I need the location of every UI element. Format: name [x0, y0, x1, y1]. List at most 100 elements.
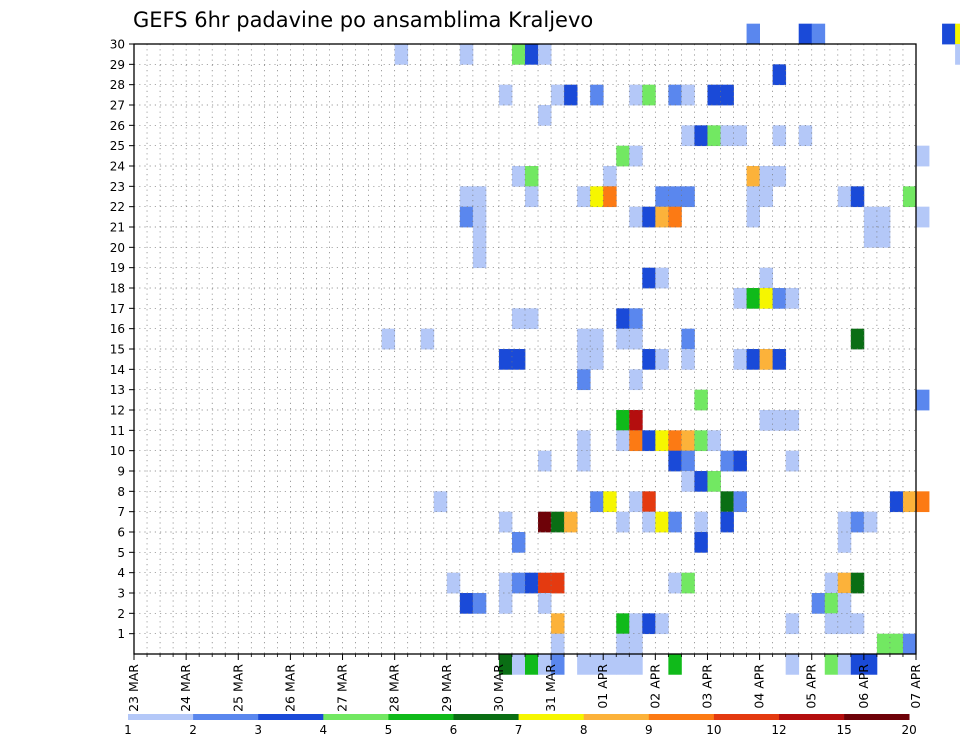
- heatmap-cell: [472, 247, 487, 269]
- heatmap-cell: [863, 206, 878, 228]
- heatmap-cell: [837, 654, 852, 675]
- y-tick-label: 2: [117, 607, 125, 621]
- x-tick-label: 03 APR: [699, 664, 714, 709]
- legend-swatch: [453, 714, 519, 720]
- x-tick-label: 26 MAR: [282, 664, 297, 712]
- heatmap-cell: [916, 145, 930, 167]
- gridlines: [134, 44, 916, 654]
- heatmap-cell: [902, 633, 917, 655]
- heatmap-cell: [577, 349, 591, 370]
- heatmap-cell: [707, 430, 721, 452]
- heatmap-cell: [629, 145, 643, 167]
- heatmap-cell: [577, 186, 591, 208]
- heatmap-cell: [538, 511, 552, 533]
- heatmap-cell: [733, 450, 747, 472]
- heatmap-cell: [538, 654, 552, 675]
- x-tick-label: 01 APR: [595, 664, 610, 709]
- heatmap-cell: [642, 613, 656, 635]
- heatmap-cell: [616, 654, 630, 675]
- heatmap-cell: [837, 572, 852, 594]
- heatmap-cell: [772, 410, 787, 431]
- x-tick-label: 27 MAR: [335, 664, 350, 712]
- y-tick-label: 3: [117, 587, 125, 601]
- heatmap-cell: [498, 511, 513, 533]
- legend-swatch: [648, 714, 715, 720]
- heatmap-cell: [629, 491, 643, 513]
- heatmap-cell: [772, 166, 787, 187]
- heatmap-cell: [785, 613, 800, 635]
- heatmap-cell: [525, 186, 539, 208]
- heatmap-cell: [642, 84, 656, 106]
- heatmap-cell: [889, 491, 904, 513]
- heatmap-cell: [603, 166, 617, 187]
- x-tick-label: 07 APR: [908, 664, 923, 709]
- heatmap-cell: [694, 430, 708, 452]
- x-tick-label: 04 APR: [752, 664, 767, 709]
- legend-tick-label: 2: [189, 723, 197, 737]
- heatmap-cell: [668, 430, 682, 452]
- x-tick-label: 30 MAR: [491, 664, 506, 712]
- heatmap-cell: [837, 511, 852, 533]
- heatmap-cell: [798, 125, 813, 147]
- heatmap-cell: [772, 125, 787, 147]
- heatmap-cell: [525, 44, 539, 65]
- y-tick-label: 28: [110, 78, 125, 92]
- heatmap-cell: [511, 532, 526, 553]
- y-tick-label: 21: [110, 221, 125, 235]
- heatmap-cell: [511, 44, 526, 65]
- legend-swatch: [388, 714, 454, 720]
- heatmap-cell: [850, 328, 865, 350]
- heatmap-cell: [772, 64, 787, 86]
- heatmap-cell: [681, 471, 695, 492]
- legend-swatch: [323, 714, 389, 720]
- heatmap-cell: [642, 511, 656, 533]
- heatmap-cell: [681, 125, 695, 147]
- heatmap-cell: [772, 288, 787, 309]
- heatmap-cell: [629, 613, 643, 635]
- heatmap-cell: [511, 349, 526, 370]
- y-tick-label: 24: [110, 160, 125, 174]
- heatmap-cell: [642, 430, 656, 452]
- heatmap-cell: [720, 450, 734, 472]
- y-tick-label: 29: [110, 58, 125, 72]
- y-tick-label: 10: [110, 444, 125, 458]
- heatmap-cell: [824, 572, 839, 594]
- heatmap-cell: [472, 186, 487, 208]
- heatmap-cell: [577, 430, 591, 452]
- heatmap-cell: [498, 349, 513, 370]
- heatmap-cell: [472, 227, 487, 248]
- heatmap-cell: [681, 84, 695, 106]
- heatmap-cell: [459, 593, 474, 614]
- x-tick-label: 02 APR: [647, 664, 662, 709]
- heatmap-cell: [642, 267, 656, 289]
- heatmap-cell: [498, 84, 513, 106]
- heatmap-cell: [694, 389, 708, 411]
- legend-tick-label: 9: [645, 723, 653, 737]
- heatmap-cell: [629, 308, 643, 330]
- heatmap-cell: [616, 633, 630, 655]
- heatmap-cell: [837, 613, 852, 635]
- heatmap-cell: [551, 613, 565, 635]
- y-tick-label: 1: [117, 627, 125, 641]
- heatmap-cell: [668, 206, 682, 228]
- heatmap-cell: [459, 206, 474, 228]
- heatmap-cell: [759, 186, 774, 208]
- y-tick-label: 5: [117, 546, 125, 560]
- heatmap-cell: [889, 633, 904, 655]
- heatmap-cell: [642, 491, 656, 513]
- heatmap-cell: [655, 430, 669, 452]
- heatmap-cell: [629, 369, 643, 391]
- heatmap-cell: [668, 654, 682, 675]
- heatmap-cell: [616, 410, 630, 431]
- heatmap-cell: [811, 593, 826, 614]
- y-tick-label: 19: [110, 261, 125, 275]
- legend-tick-label: 10: [706, 723, 721, 737]
- y-tick-label: 30: [110, 38, 125, 52]
- heatmap-cell: [863, 227, 878, 248]
- heatmap-cell: [616, 328, 630, 350]
- heatmap-cell: [759, 410, 774, 431]
- heatmap-cell: [642, 206, 656, 228]
- heatmap-cell: [616, 430, 630, 452]
- heatmap-cell: [746, 206, 760, 228]
- heatmap-cell: [707, 84, 721, 106]
